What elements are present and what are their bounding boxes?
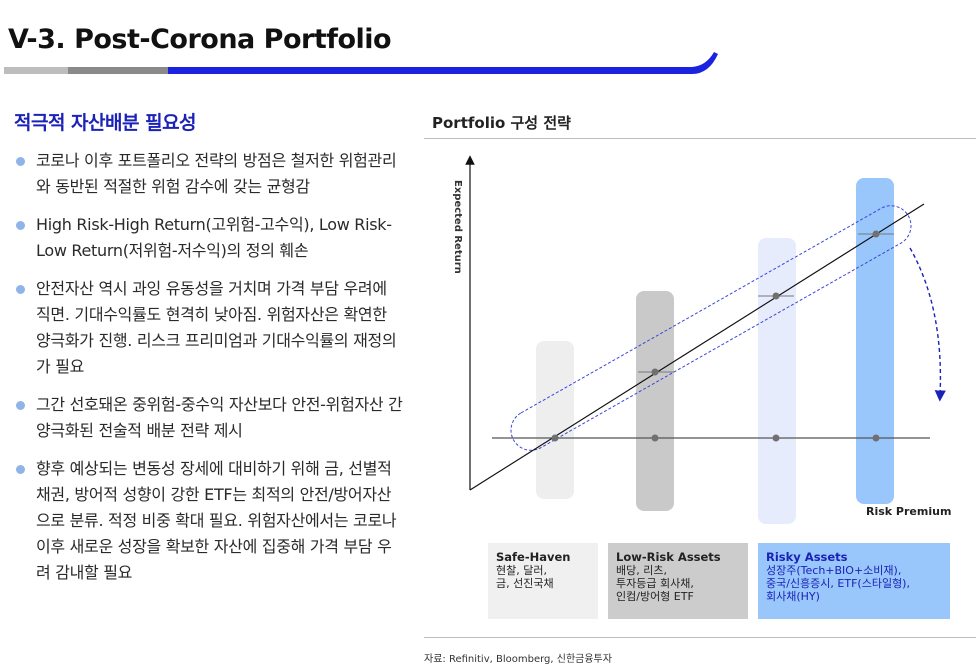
pillar-safe-haven xyxy=(536,341,574,499)
box-low-risk-line: 인컴/방어형 ETF xyxy=(616,590,694,603)
title-underline xyxy=(4,52,718,74)
box-low-risk: Low-Risk Assets 배당, 리츠, 투자등급 회사채, 인컴/방어형… xyxy=(608,543,748,619)
source-divider xyxy=(424,637,976,638)
asset-legend: Safe-Haven 현찰, 달러, 금, 선진국채 Low-Risk Asse… xyxy=(488,543,950,619)
bullet-dot-icon xyxy=(16,221,25,230)
chart-title: Portfolio 구성 전략 xyxy=(432,114,571,132)
portfolio-diagram xyxy=(465,155,946,524)
box-risky-title: Risky Assets xyxy=(766,550,848,564)
bullet-item: 향후 예상되는 변동성 장세에 대비하기 위해 금, 선별적 채권, 방어적 성… xyxy=(14,456,404,586)
point-baseline-risky xyxy=(872,434,880,442)
bullet-item: 안전자산 역시 과잉 유동성을 거치며 가격 부담 우려에 직면. 기대수익률도… xyxy=(14,276,404,380)
box-risky-line: 회사채(HY) xyxy=(766,590,820,603)
box-risky-line: 중국/신흥증시, ETF(스타일형), xyxy=(766,577,910,590)
source-note: 자료: Refinitiv, Bloomberg, 신한금융투자 xyxy=(424,654,612,665)
section-title: 적극적 자산배분 필요성 xyxy=(14,112,197,134)
point-line-low xyxy=(651,368,659,376)
y-axis-label: Expected Return xyxy=(452,180,463,274)
risk-premium-label: Risk Premium xyxy=(866,505,952,518)
bullet-dot-icon xyxy=(16,465,25,474)
point-baseline-mid xyxy=(772,434,780,442)
bullet-dot-icon xyxy=(16,157,25,166)
underline-segment-dark xyxy=(68,67,168,74)
bullet-item: 그간 선호돼온 중위험-중수익 자산보다 안전-위험자산 간 양극화된 전술적 … xyxy=(14,392,404,444)
trend-band xyxy=(510,205,912,451)
point-baseline-safe xyxy=(551,434,559,442)
bullet-item: High Risk-High Return(고위험-고수익), Low Risk… xyxy=(14,212,404,264)
bullet-item: 코로나 이후 포트폴리오 전략의 방점은 철저한 위험관리와 동반된 적절한 위… xyxy=(14,148,404,200)
pillar-mid-risk xyxy=(758,238,796,524)
bullet-list: 코로나 이후 포트폴리오 전략의 방점은 철저한 위험관리와 동반된 적절한 위… xyxy=(14,148,404,598)
pillar-low-risk xyxy=(636,291,674,511)
box-low-risk-line: 투자등급 회사채, xyxy=(616,577,694,590)
underline-segment-blue xyxy=(168,52,718,74)
bullet-dot-icon xyxy=(16,401,25,410)
point-line-mid xyxy=(772,292,780,300)
box-risky-line: 성장주(Tech+BIO+소비재), xyxy=(766,564,902,577)
box-safe-haven-line: 금, 선진국채 xyxy=(496,577,554,590)
box-safe-haven: Safe-Haven 현찰, 달러, 금, 선진국채 xyxy=(488,543,598,619)
point-baseline-low xyxy=(651,434,659,442)
box-risky: Risky Assets 성장주(Tech+BIO+소비재), 중국/신흥증시,… xyxy=(758,543,950,619)
box-low-risk-title: Low-Risk Assets xyxy=(616,550,721,564)
pillar-risky xyxy=(856,178,894,504)
point-line-risky xyxy=(872,230,880,238)
slide-title: V-3. Post-Corona Portfolio xyxy=(8,24,392,55)
box-low-risk-line: 배당, 리츠, xyxy=(616,564,667,577)
premium-arrow xyxy=(909,247,946,402)
bullet-dot-icon xyxy=(16,285,25,294)
box-safe-haven-title: Safe-Haven xyxy=(496,550,571,564)
box-safe-haven-line: 현찰, 달러, xyxy=(496,564,547,577)
return-line xyxy=(469,203,925,491)
chart-top-divider xyxy=(424,138,976,139)
underline-segment-light xyxy=(4,67,68,74)
